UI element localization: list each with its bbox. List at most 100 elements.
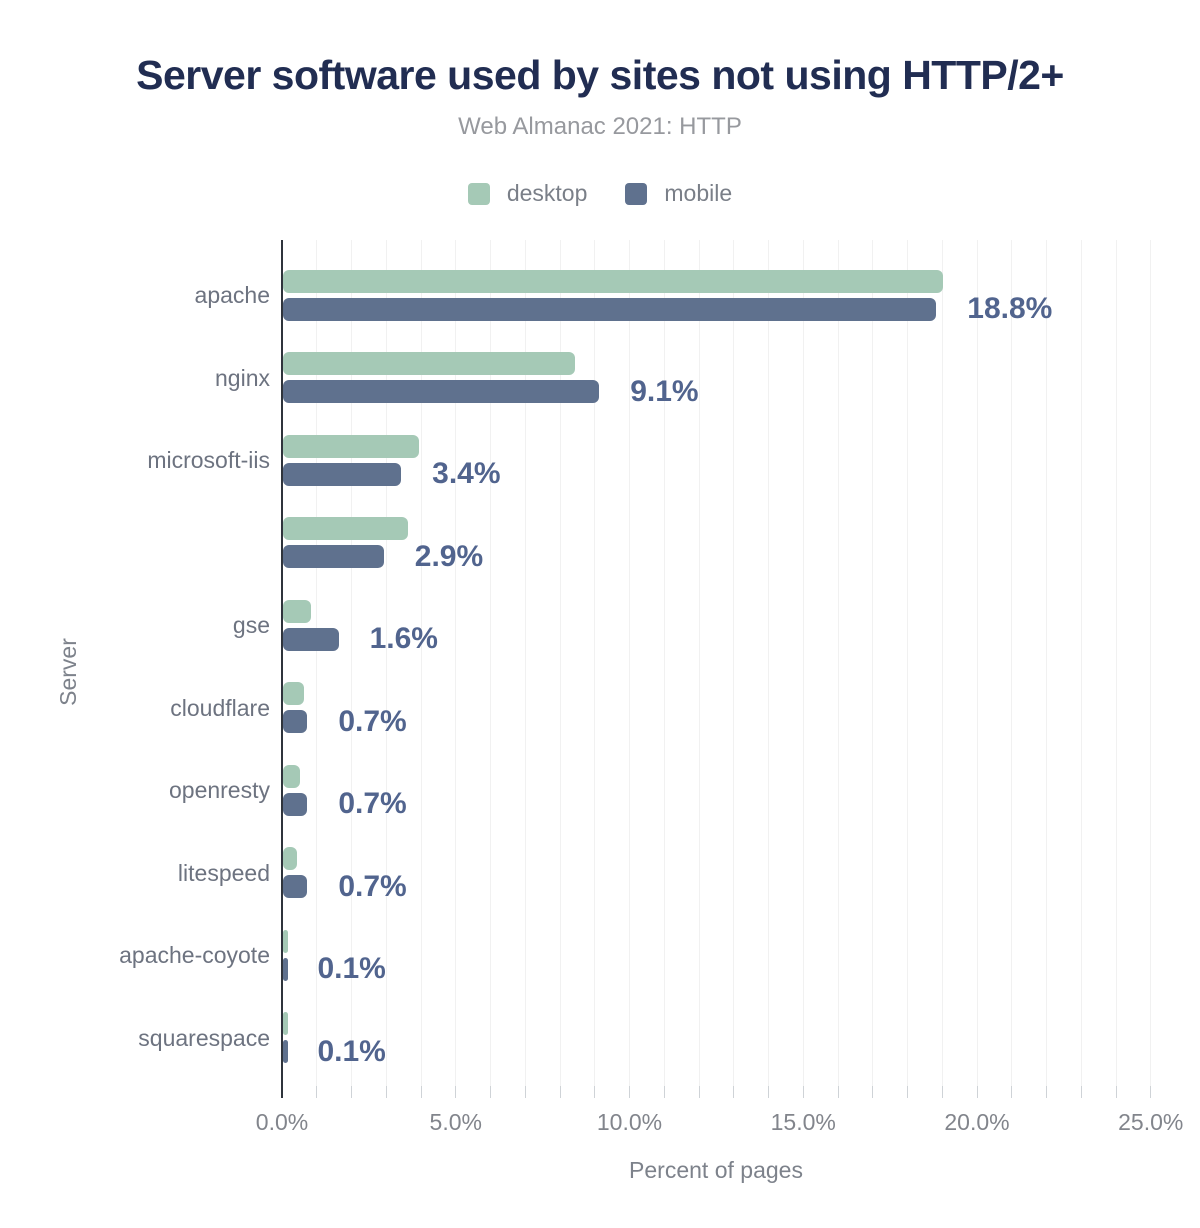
axis-tick-mark — [976, 1086, 978, 1098]
category-label-openresty: openresty — [168, 777, 270, 803]
axis-tick-mark — [420, 1086, 422, 1098]
value-label-cloudflare: 0.7% — [338, 704, 407, 738]
axis-tick-mark — [351, 1086, 352, 1098]
gridline — [941, 240, 943, 1098]
bar-desktop-row-3 — [283, 517, 409, 540]
gridline — [420, 240, 422, 1098]
axis-tick-mark — [733, 1086, 735, 1098]
axis-baseline — [281, 240, 283, 1098]
value-label-row-3: 2.9% — [414, 539, 484, 573]
legend-label-mobile: mobile — [664, 180, 733, 206]
axis-tick-mark — [316, 1086, 318, 1098]
axis-tick-mark — [594, 1086, 596, 1098]
gridline — [1011, 240, 1013, 1098]
axis-tick-mark — [802, 1086, 804, 1098]
gridline — [976, 240, 978, 1098]
axis-tick-mark — [837, 1086, 839, 1098]
bar-mobile-openresty — [283, 792, 308, 816]
axis-tick-mark — [455, 1086, 457, 1098]
bar-mobile-row-3 — [283, 545, 384, 568]
bar-mobile-cloudflare — [283, 710, 308, 733]
x-tick-label-10.0%: 10.0% — [596, 1109, 663, 1135]
legend-item-desktop: desktop — [467, 180, 588, 207]
chart-title: Server software used by sites not using … — [136, 52, 1064, 98]
gridline — [455, 240, 457, 1098]
bar-mobile-litespeed — [283, 875, 308, 898]
value-label-squarespace: 0.1% — [317, 1034, 386, 1068]
bar-desktop-litespeed — [283, 847, 297, 870]
axis-tick-mark — [524, 1086, 526, 1098]
bar-desktop-nginx — [283, 352, 575, 375]
axis-tick-mark — [629, 1086, 630, 1098]
gridline — [629, 240, 630, 1098]
x-axis-title: Percent of pages — [629, 1157, 803, 1183]
chart-subtitle: Web Almanac 2021: HTTP — [458, 113, 742, 140]
axis-tick-mark — [872, 1086, 874, 1098]
axis-tick-mark — [385, 1086, 387, 1098]
axis-tick-mark — [907, 1086, 908, 1098]
gridline — [907, 240, 908, 1098]
axis-tick-mark — [1046, 1086, 1047, 1098]
value-label-gse: 1.6% — [369, 622, 438, 655]
value-label-apache: 18.8% — [967, 292, 1053, 325]
axis-tick-mark — [1080, 1086, 1082, 1098]
legend-item-mobile: mobile — [625, 180, 732, 207]
gridline — [594, 240, 596, 1098]
gridline — [524, 240, 526, 1098]
bar-mobile-gse — [283, 627, 339, 651]
bar-desktop-gse — [283, 599, 311, 623]
legend: desktop mobile — [0, 180, 1200, 207]
bar-mobile-nginx — [283, 380, 600, 403]
value-label-microsoft-iis: 3.4% — [432, 457, 501, 490]
x-tick-label-15.0%: 15.0% — [770, 1109, 836, 1135]
bar-desktop-microsoft-iis — [283, 434, 419, 458]
legend-label-desktop: desktop — [506, 180, 588, 206]
value-label-nginx: 9.1% — [630, 374, 699, 408]
value-label-apache-coyote: 0.1% — [317, 952, 386, 985]
axis-tick-mark — [1011, 1086, 1013, 1098]
axis-tick-mark — [559, 1086, 561, 1098]
value-label-openresty: 0.7% — [338, 787, 407, 820]
axis-tick-mark — [490, 1086, 491, 1098]
bar-mobile-microsoft-iis — [283, 462, 402, 486]
bar-desktop-squarespace — [283, 1012, 288, 1035]
axis-tick-mark — [698, 1086, 700, 1098]
gridline — [559, 240, 561, 1098]
axis-tick-mark — [663, 1086, 665, 1098]
axis-tick-mark — [768, 1086, 769, 1098]
gridline — [316, 240, 318, 1098]
y-axis-title: Server — [55, 638, 81, 706]
gridline — [351, 240, 352, 1098]
gridline — [768, 240, 769, 1098]
category-label-litespeed: litespeed — [177, 859, 270, 886]
gridline — [1150, 240, 1152, 1098]
gridline — [1046, 240, 1047, 1098]
legend-swatch-mobile — [625, 182, 648, 205]
category-label-apache-coyote: apache-coyote — [119, 942, 270, 968]
axis-tick-mark — [1150, 1086, 1152, 1098]
axis-tick-mark — [941, 1086, 943, 1098]
category-label-squarespace: squarespace — [138, 1024, 270, 1051]
x-tick-label-20.0%: 20.0% — [944, 1109, 1010, 1135]
bar-desktop-cloudflare — [283, 682, 304, 705]
category-label-microsoft-iis: microsoft-iis — [147, 447, 270, 473]
gridline — [385, 240, 387, 1098]
gridline — [698, 240, 700, 1098]
bar-mobile-apache-coyote — [283, 957, 288, 981]
bar-desktop-apache-coyote — [283, 929, 289, 953]
category-label-gse: gse — [232, 612, 270, 638]
value-label-litespeed: 0.7% — [338, 869, 407, 903]
gridline — [490, 240, 491, 1098]
gridline — [1080, 240, 1082, 1098]
category-label-cloudflare: cloudflare — [170, 694, 270, 721]
category-label-nginx: nginx — [215, 364, 270, 391]
x-tick-label-25.0%: 25.0% — [1118, 1109, 1184, 1135]
bar-mobile-apache — [283, 297, 937, 321]
x-tick-label-0.0%: 0.0% — [255, 1109, 309, 1135]
axis-tick-mark — [1115, 1086, 1117, 1098]
gridline — [837, 240, 839, 1098]
x-tick-label-5.0%: 5.0% — [429, 1109, 482, 1135]
gridline — [733, 240, 735, 1098]
